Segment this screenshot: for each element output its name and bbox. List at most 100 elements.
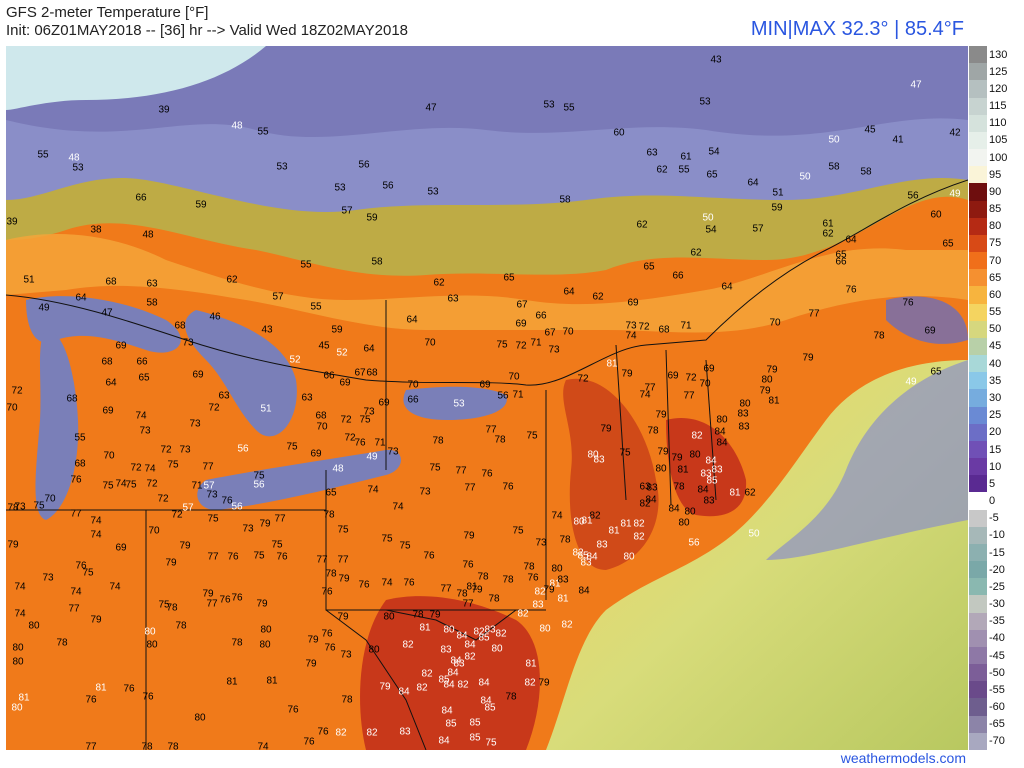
color-legend: 130 125 120 115 110 105 100 95 90 85 80 75 70 65 60 55 5… bbox=[969, 46, 1024, 751]
temperature-label: 52 bbox=[336, 347, 348, 359]
temperature-label: 75 bbox=[167, 459, 179, 471]
color-swatch bbox=[969, 698, 987, 717]
temperature-label: 74 bbox=[115, 478, 127, 490]
temperature-label: 71 bbox=[530, 337, 542, 349]
temperature-label: 68 bbox=[74, 458, 86, 470]
temperature-label: 69 bbox=[115, 542, 127, 554]
color-swatch bbox=[969, 320, 987, 339]
temperature-label: 81 bbox=[266, 675, 278, 687]
temperature-label: 78 bbox=[456, 588, 468, 600]
temperature-label: 73 bbox=[535, 537, 547, 549]
temperature-label: 80 bbox=[260, 624, 272, 636]
temperature-map: 39 48 55 47 53 55 43 53 47 45 41 42 50 55 48 53 53 56 60 63… bbox=[6, 46, 968, 750]
temperature-label: 64 bbox=[845, 234, 857, 246]
temperature-label: 79 bbox=[463, 530, 475, 542]
temperature-label: 74 bbox=[70, 586, 82, 598]
temperature-label: 84 bbox=[464, 639, 476, 651]
lake-erie bbox=[197, 449, 401, 510]
temperature-label: 51 bbox=[23, 274, 35, 286]
temperature-label: 73 bbox=[42, 572, 54, 584]
political-borders bbox=[6, 179, 968, 750]
temperature-label: 75 bbox=[429, 462, 441, 474]
color-swatch bbox=[969, 406, 987, 425]
temperature-label: 77 bbox=[85, 741, 97, 751]
temperature-label: 76 bbox=[321, 586, 333, 598]
temperature-label: 79 bbox=[179, 540, 191, 552]
temperature-label: 61 bbox=[822, 218, 834, 230]
temperature-label: 78 bbox=[412, 609, 424, 621]
temperature-label: 84 bbox=[716, 437, 728, 449]
temperature-label: 59 bbox=[771, 202, 783, 214]
temperature-label: 82 bbox=[572, 547, 584, 559]
temperature-label: 49 bbox=[905, 376, 917, 388]
temperature-label: 77 bbox=[337, 554, 349, 566]
color-swatch bbox=[969, 200, 987, 219]
temperature-label: 81 bbox=[581, 515, 593, 527]
temperature-label: 62 bbox=[636, 219, 648, 231]
temperature-label: 63 bbox=[639, 481, 651, 493]
temperature-label: 85 bbox=[445, 718, 457, 730]
temperature-label: 71 bbox=[191, 480, 203, 492]
temperature-label: 64 bbox=[721, 281, 733, 293]
temperature-label: 75 bbox=[158, 599, 170, 611]
temperature-label: 80 bbox=[689, 449, 701, 461]
transition-zone bbox=[6, 234, 968, 333]
temperature-label: 79 bbox=[600, 423, 612, 435]
temperature-label: 74 bbox=[90, 529, 102, 541]
lake-superior bbox=[26, 296, 181, 353]
temperature-label: 70 bbox=[6, 402, 18, 414]
temperature-label: 77 bbox=[808, 308, 820, 320]
temperature-label: 74 bbox=[14, 608, 26, 620]
temperature-label: 65 bbox=[503, 272, 515, 284]
temperature-label: 82 bbox=[691, 430, 703, 442]
temperature-label: 85 bbox=[438, 674, 450, 686]
temperature-label: 79 bbox=[7, 539, 19, 551]
temperature-label: 69 bbox=[102, 405, 114, 417]
temperature-label: 80 bbox=[623, 551, 635, 563]
temperature-label: 54 bbox=[705, 224, 717, 236]
temperature-label: 78 bbox=[647, 425, 659, 437]
temperature-label: 61 bbox=[680, 151, 692, 163]
temperature-label: 78 bbox=[141, 741, 153, 751]
temperature-label: 68 bbox=[174, 320, 186, 332]
temperature-label: 53 bbox=[543, 99, 555, 111]
temperature-label: 74 bbox=[367, 484, 379, 496]
temperature-label: 73 bbox=[189, 418, 201, 430]
colorbar-tick-label: -55 bbox=[989, 683, 1005, 696]
temperature-label: 76 bbox=[142, 691, 154, 703]
temperature-label: 64 bbox=[105, 377, 117, 389]
color-swatch bbox=[969, 732, 987, 751]
temperature-label: 75 bbox=[526, 430, 538, 442]
temperature-label: 47 bbox=[910, 79, 922, 91]
temperature-label: 85 bbox=[469, 717, 481, 729]
temperature-label: 70 bbox=[424, 337, 436, 349]
temperature-label: 80 bbox=[383, 611, 395, 623]
temperature-label: 62 bbox=[433, 277, 445, 289]
temperature-label: 78 bbox=[323, 509, 335, 521]
temperature-label: 83 bbox=[580, 557, 592, 569]
temperature-label: 42 bbox=[949, 127, 961, 139]
temperature-label: 76 bbox=[527, 572, 539, 584]
temperature-label: 78 bbox=[325, 568, 337, 580]
temperature-label: 63 bbox=[146, 278, 158, 290]
temperature-label: 65 bbox=[930, 366, 942, 378]
temperature-label: 80 bbox=[739, 398, 751, 410]
temperature-label: 82 bbox=[534, 586, 546, 598]
temperature-label: 65 bbox=[942, 238, 954, 250]
temperature-label: 59 bbox=[331, 324, 343, 336]
temperature-label: 79 bbox=[259, 518, 271, 530]
temperature-label: 77 bbox=[464, 482, 476, 494]
temperature-label: 69 bbox=[515, 318, 527, 330]
temperature-label: 74 bbox=[639, 389, 651, 401]
temperature-label: 53 bbox=[453, 398, 465, 410]
temperature-label: 56 bbox=[358, 159, 370, 171]
temperature-label: 79 bbox=[429, 609, 441, 621]
temperature-label: 76 bbox=[303, 736, 315, 748]
temperature-label: 84 bbox=[456, 630, 468, 642]
temperature-label: 74 bbox=[14, 581, 26, 593]
color-swatch bbox=[969, 423, 987, 442]
temperature-label: 68 bbox=[105, 276, 117, 288]
colorbar-tick-label: -50 bbox=[989, 666, 1005, 679]
temperature-label: 79 bbox=[337, 611, 349, 623]
temperature-label: 50 bbox=[702, 212, 714, 224]
